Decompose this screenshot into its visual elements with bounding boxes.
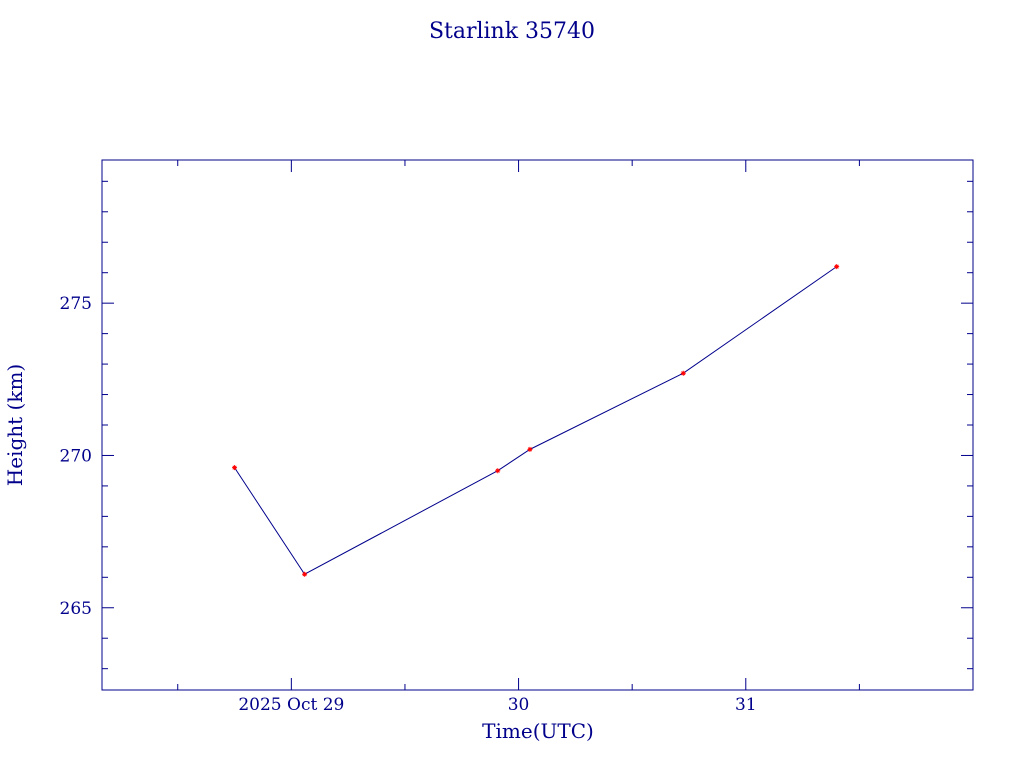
data-point-marker xyxy=(232,465,238,471)
y-axis-label: Height (km) xyxy=(3,364,27,486)
x-tick-label-31: 31 xyxy=(735,695,757,715)
data-point-marker xyxy=(302,571,308,577)
plot-frame xyxy=(101,159,974,691)
major-ticks xyxy=(102,160,973,690)
data-point-marker xyxy=(834,264,840,270)
minor-ticks xyxy=(102,160,974,690)
data-point-marker xyxy=(527,446,533,452)
x-axis-label: Time(UTC) xyxy=(482,719,594,743)
y-tick-label-270: 270 xyxy=(60,446,92,466)
x-tick-label-oct-29: 2025 Oct 29 xyxy=(238,695,344,715)
data-point-marker xyxy=(680,370,686,376)
x-tick-label-30: 30 xyxy=(508,695,530,715)
data-point-marker xyxy=(495,468,501,474)
y-tick-label-275: 275 xyxy=(60,294,92,314)
series-layer xyxy=(232,264,840,577)
y-tick-label-265: 265 xyxy=(60,599,92,619)
chart-title: Starlink 35740 xyxy=(429,19,595,44)
series-line xyxy=(234,266,837,575)
